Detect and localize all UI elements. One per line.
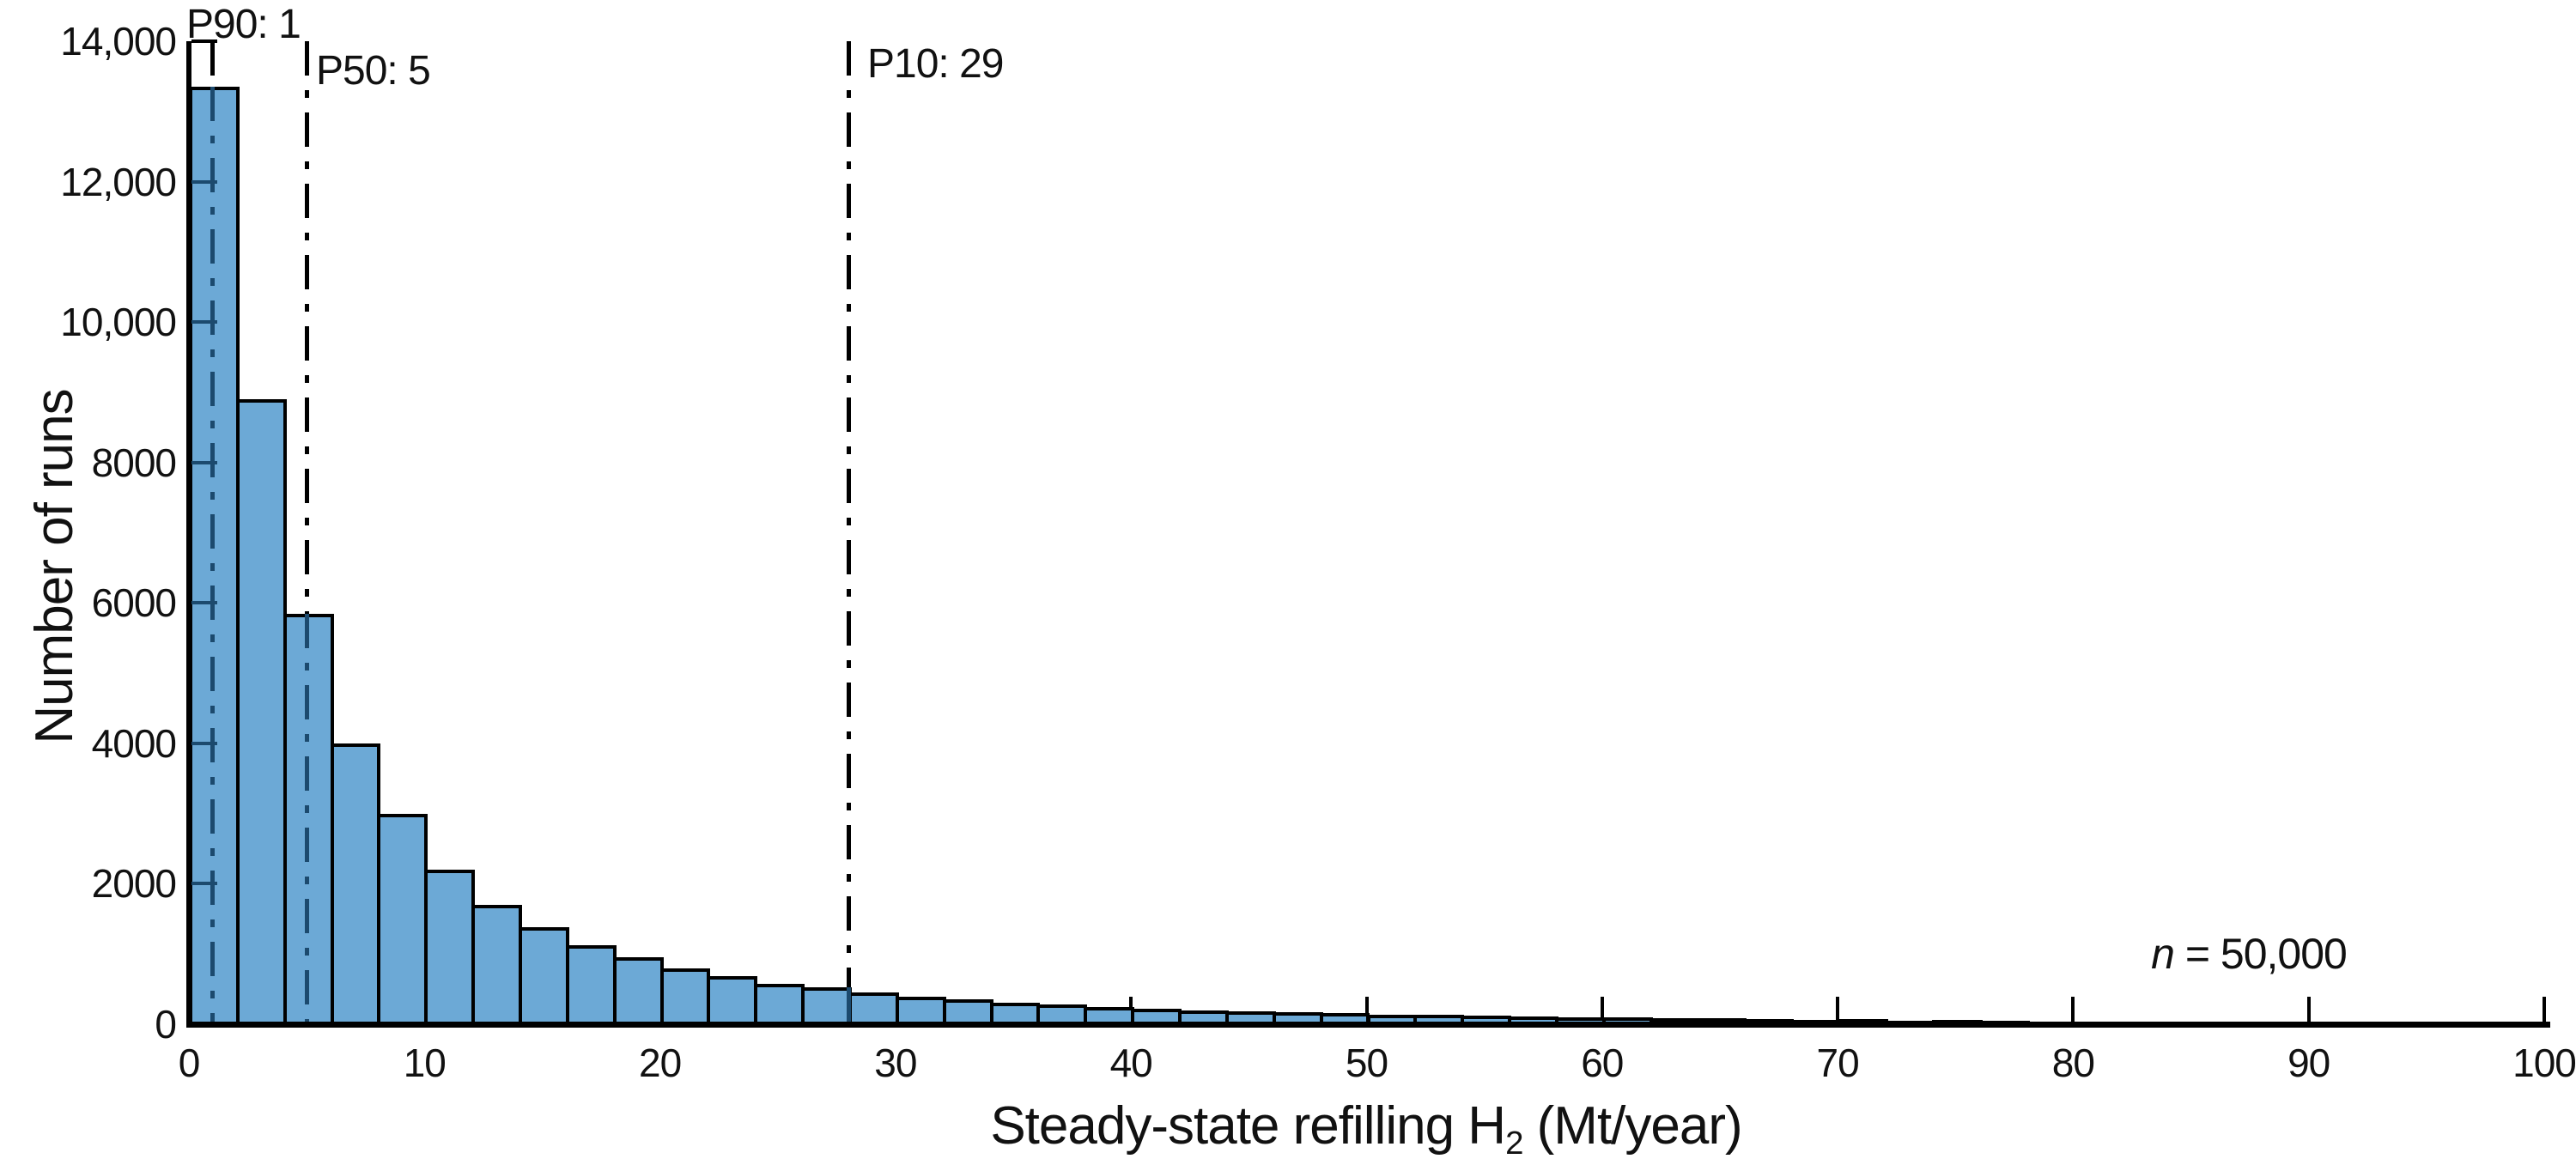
y-tick xyxy=(191,882,217,886)
histogram-bar xyxy=(801,987,853,1024)
x-axis-title-units: (Mt/year) xyxy=(1522,1096,1743,1156)
x-tick xyxy=(1836,997,1840,1024)
sample-size-n: n xyxy=(2151,930,2175,978)
x-tick-label: 0 xyxy=(178,1041,201,1085)
x-tick-label: 50 xyxy=(1345,1041,1388,1085)
sample-size-annotation: n = 50,000 xyxy=(2151,930,2348,978)
y-tick xyxy=(191,741,217,745)
histogram-bar xyxy=(519,927,569,1024)
histogram-bar xyxy=(377,813,428,1024)
percentile-line-over-bar-segment xyxy=(304,613,309,1024)
p10-annotation-label: P10: 29 xyxy=(867,41,1004,87)
histogram-bar xyxy=(424,870,476,1024)
x-tick-label: 30 xyxy=(874,1041,917,1085)
x-axis-title: Steady-state refilling H2 (Mt/year) xyxy=(990,1096,1743,1162)
p50-annotation-label: P50: 5 xyxy=(316,48,431,94)
histogram-bar xyxy=(754,983,805,1024)
x-tick-label: 80 xyxy=(2051,1041,2095,1085)
x-tick xyxy=(2306,997,2311,1024)
sample-size-value: = 50,000 xyxy=(2173,930,2348,978)
histogram-bar xyxy=(848,992,899,1024)
y-axis-line xyxy=(186,41,191,1028)
x-tick-label: 70 xyxy=(1816,1041,1860,1085)
y-tick xyxy=(191,320,217,325)
histogram-bar xyxy=(235,399,287,1024)
x-tick-label: 20 xyxy=(639,1041,682,1085)
x-tick-label: 10 xyxy=(403,1041,447,1085)
y-tick-label: 2000 xyxy=(91,861,177,907)
y-tick xyxy=(191,460,217,464)
histogram-bar xyxy=(330,743,381,1024)
percentile-line-p90 xyxy=(210,41,215,1024)
y-tick-label: 8000 xyxy=(91,440,177,485)
x-axis-title-subscript: 2 xyxy=(1505,1124,1523,1162)
p90-annotation-label: P90: 1 xyxy=(186,2,301,47)
y-tick-label: 14,000 xyxy=(60,19,177,64)
histogram-bar xyxy=(989,1002,1041,1024)
y-tick xyxy=(191,179,217,184)
y-tick-label: 4000 xyxy=(91,720,177,766)
percentile-line-upper-segment xyxy=(304,41,309,614)
percentile-line-over-bar-segment xyxy=(846,987,851,1024)
histogram-bar xyxy=(942,999,993,1024)
percentile-line-p10 xyxy=(846,41,851,1024)
histogram-bar xyxy=(707,975,758,1024)
x-axis-line xyxy=(186,1022,2550,1028)
x-tick xyxy=(2543,997,2546,1024)
x-tick-label: 100 xyxy=(2512,1041,2576,1085)
percentile-line-over-bar-segment xyxy=(210,87,215,1024)
y-tick-label: 10,000 xyxy=(60,300,177,345)
x-tick xyxy=(1364,997,1369,1024)
y-tick xyxy=(191,601,217,605)
x-tick-label: 60 xyxy=(1581,1041,1624,1085)
percentile-line-upper-segment xyxy=(846,41,851,988)
histogram-bar xyxy=(565,944,617,1024)
histogram-bar xyxy=(895,997,946,1024)
y-tick-label: 12,000 xyxy=(60,159,177,204)
percentile-line-upper-segment xyxy=(210,41,215,88)
x-tick xyxy=(2071,997,2075,1024)
percentile-line-p50 xyxy=(304,41,309,1024)
x-tick-label: 40 xyxy=(1109,1041,1153,1085)
y-tick xyxy=(191,39,217,43)
histogram-bar xyxy=(612,957,664,1024)
y-tick-label: 0 xyxy=(155,1002,177,1047)
x-axis-title-text: Steady-state refilling H xyxy=(990,1096,1506,1156)
histogram-bar xyxy=(659,968,711,1024)
x-tick-label: 90 xyxy=(2287,1041,2330,1085)
histogram-bar xyxy=(471,904,523,1024)
y-tick-label: 6000 xyxy=(91,580,177,626)
x-tick xyxy=(1600,997,1604,1024)
